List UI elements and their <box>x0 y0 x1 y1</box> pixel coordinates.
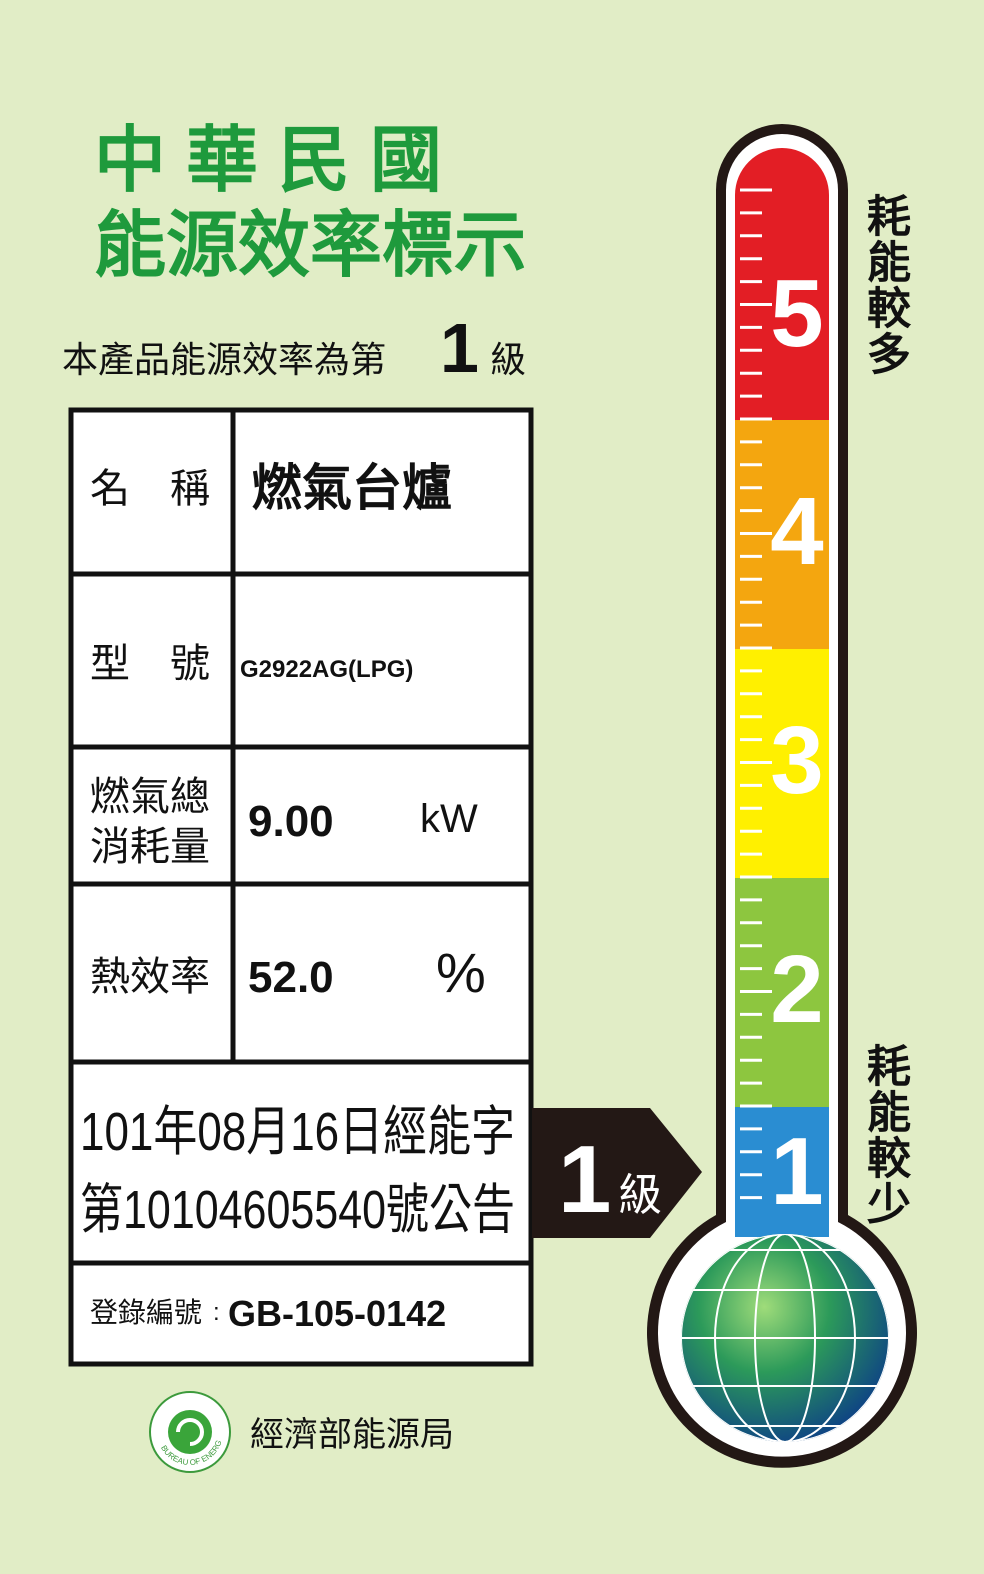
title-line-2: 能源效率標示 <box>94 206 526 286</box>
registration-label: 登錄編號 <box>90 1297 202 1328</box>
row-label: 名 稱 <box>90 467 210 511</box>
announcement-line: 第10104605540號公告 <box>80 1180 515 1240</box>
scale-level: 2 <box>770 936 823 1043</box>
scale-level: 1 <box>770 1118 823 1225</box>
scale-level: 5 <box>770 260 823 367</box>
grade-suffix: 級 <box>490 339 526 380</box>
scale-level: 3 <box>770 707 823 814</box>
grade-number: 1 <box>440 309 479 387</box>
title-line-1: 中 華 民 國 <box>94 121 442 201</box>
table-frame <box>68 407 534 1367</box>
registration-separator: : <box>213 1299 220 1326</box>
row-value: G2922AG(LPG) <box>240 656 413 683</box>
scale-bottom-label: 耗能較少 <box>860 1043 909 1227</box>
row-unit: % <box>436 941 486 1004</box>
row-value: 9.00 <box>248 797 334 846</box>
row-label: 熱效率 <box>90 955 210 999</box>
row-label: 燃氣總 <box>90 775 210 819</box>
announcement-line: 101年08月16日經能字 <box>80 1102 515 1162</box>
row-unit: kW <box>420 797 478 841</box>
registration-number: GB-105-0142 <box>228 1293 446 1334</box>
grade-prefix: 本產品能源效率為第 <box>62 339 386 380</box>
row-label: 型 號 <box>90 642 210 686</box>
arrow-unit: 級 <box>618 1171 662 1220</box>
scale-level: 4 <box>770 478 823 585</box>
arrow-grade: 1 <box>558 1126 611 1233</box>
thermometer <box>647 124 917 1468</box>
scale-top-label: 耗能較多 <box>860 193 909 377</box>
row-value: 52.0 <box>248 953 334 1002</box>
row-label: 消耗量 <box>90 825 210 869</box>
agency-name: 經濟部能源局 <box>250 1416 454 1454</box>
row-value: 燃氣台爐 <box>252 460 452 516</box>
grade-arrow <box>532 1108 702 1238</box>
